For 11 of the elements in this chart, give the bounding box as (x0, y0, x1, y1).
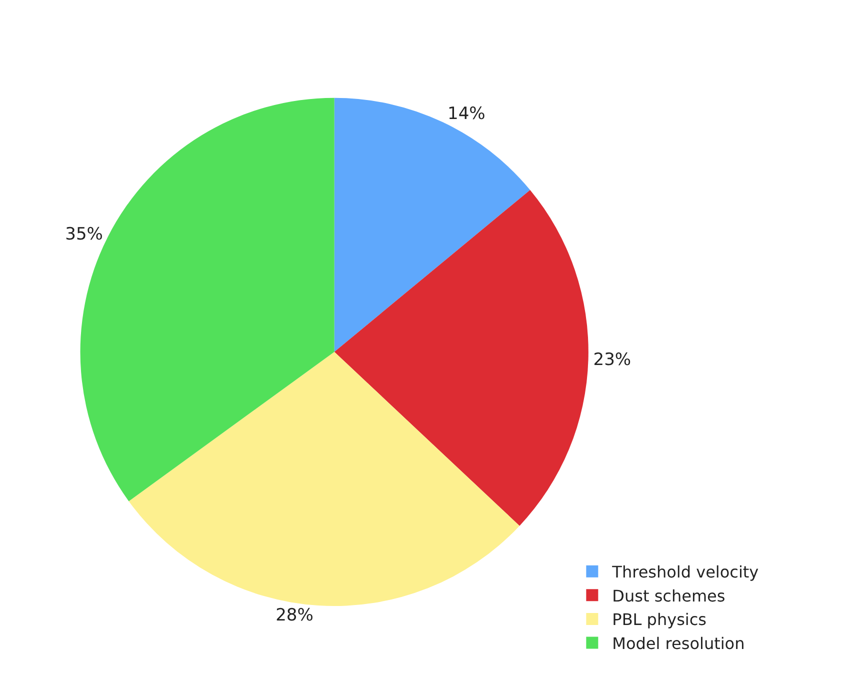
legend-label: Threshold velocity (611, 562, 759, 582)
pie-slice (334, 98, 530, 352)
data-label: 35% (65, 224, 103, 245)
pie-slice (334, 190, 588, 526)
data-label: 14% (448, 104, 486, 124)
legend-label: PBL physics (612, 610, 706, 630)
legend-label: Model resolution (612, 634, 745, 654)
legend-label: Dust schemes (612, 586, 726, 606)
data-label: 23% (593, 350, 632, 370)
pie-slice (128, 352, 520, 606)
data-label: 28% (276, 605, 314, 626)
